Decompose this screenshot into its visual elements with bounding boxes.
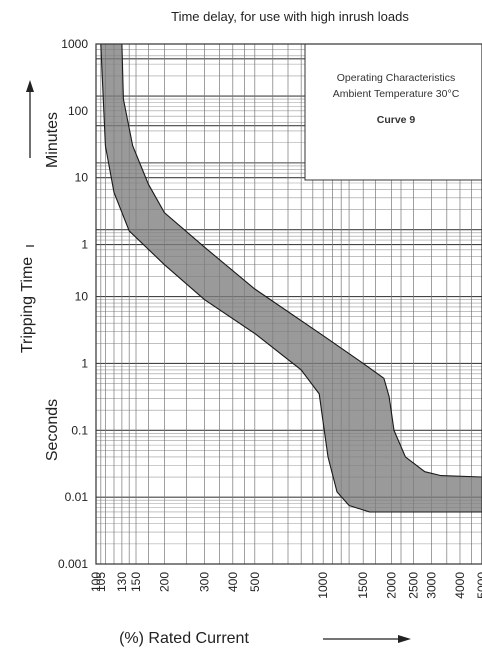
y-tick-label: 0.001: [58, 557, 88, 571]
x-tick-label: 5000: [475, 572, 482, 599]
y-section-seconds-label: Seconds: [44, 399, 61, 461]
x-axis-label: (%) Rated Current: [119, 630, 249, 647]
y-tick-label: 0.01: [65, 490, 89, 504]
info-box-line1: Operating Characteristics: [337, 72, 455, 84]
x-tick-label: 2000: [385, 572, 399, 599]
y-axis-label: Tripping Time: [19, 257, 36, 353]
x-tick-label: 400: [226, 572, 240, 592]
x-tick-label: 1000: [316, 572, 330, 599]
y-tick-label: 1: [81, 356, 88, 370]
x-tick-label: 4000: [453, 572, 467, 599]
info-box-line2: Ambient Temperature 30°C: [333, 88, 460, 100]
info-box: Operating Characteristics Ambient Temper…: [304, 43, 482, 181]
info-box-line3: Curve 9: [377, 114, 416, 126]
y-tick-label: 1000: [61, 37, 88, 51]
chart-title: Time delay, for use with high inrush loa…: [171, 9, 409, 24]
x-axis-arrow-head: [398, 635, 411, 643]
y-tick-labels: 1000 100 10 1 10 1 0.1 0.01 0.001: [58, 37, 88, 571]
x-tick-label: 200: [157, 572, 171, 592]
info-box-frame: [304, 43, 482, 181]
y-tick-label: 1: [81, 238, 88, 252]
y-tick-label: 100: [68, 104, 88, 118]
x-tick-label: 1500: [356, 572, 370, 599]
y-tick-label: 0.1: [71, 423, 88, 437]
x-tick-label: 150: [129, 572, 143, 592]
x-tick-label: 105: [94, 572, 108, 592]
x-tick-label: 3000: [425, 572, 439, 599]
x-tick-label: 130: [115, 572, 129, 592]
y-axis-arrow-up-head: [26, 80, 34, 92]
x-tick-label: 500: [248, 572, 262, 592]
x-tick-label: 2500: [407, 572, 421, 599]
plot-frame: [95, 43, 482, 565]
curve-band: [100, 43, 482, 513]
y-section-minutes-label: Minutes: [44, 112, 61, 168]
x-tick-label: 100: [89, 572, 103, 592]
y-tick-label: 10: [75, 290, 89, 304]
x-tick-label: 300: [197, 572, 211, 592]
y-tick-label: 10: [75, 171, 89, 185]
